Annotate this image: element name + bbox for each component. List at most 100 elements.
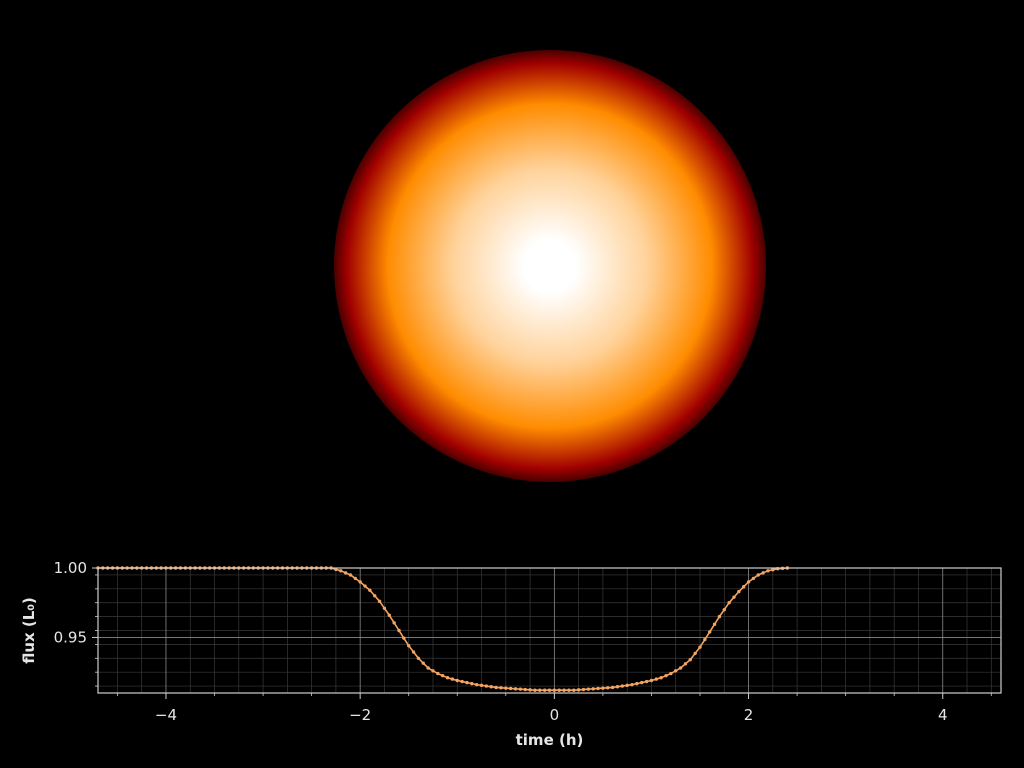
flux-point — [761, 571, 765, 575]
flux-point — [489, 685, 493, 689]
star-disk — [334, 50, 766, 482]
flux-point — [712, 622, 717, 626]
flux-point — [508, 686, 513, 691]
x-axis-label: time (h) — [516, 731, 584, 749]
flux-point — [688, 657, 692, 662]
flux-point — [732, 595, 736, 599]
flux-point — [741, 585, 746, 589]
flux-point — [708, 630, 712, 634]
flux-point — [581, 687, 586, 692]
flux-point — [557, 688, 561, 692]
flux-point — [397, 628, 401, 633]
flux-point — [693, 651, 697, 656]
flux-point — [538, 688, 542, 692]
flux-point — [479, 683, 484, 688]
flux-point — [746, 580, 751, 584]
flux-point — [572, 688, 576, 692]
flux-point — [382, 606, 387, 610]
flux-point — [528, 688, 532, 692]
flux-point — [504, 686, 508, 690]
flux-point — [377, 599, 382, 604]
flux-point — [751, 576, 756, 581]
flux-point — [373, 594, 377, 598]
flux-point — [348, 573, 353, 577]
flux-point — [421, 661, 425, 665]
flux-point — [683, 662, 688, 666]
flux-point — [426, 666, 430, 670]
flux-point — [416, 656, 421, 660]
flux-point — [756, 573, 760, 577]
flux-point — [358, 580, 362, 584]
flux-point — [625, 683, 629, 688]
flux-point — [586, 687, 591, 691]
flux-point — [669, 671, 673, 676]
flux-point — [615, 685, 620, 689]
flux-point — [620, 684, 625, 688]
flux-point — [484, 684, 489, 688]
y-axis-label: flux (L₀) — [20, 597, 38, 664]
flux-point — [635, 681, 639, 686]
flux-point — [644, 679, 649, 684]
flux-point — [436, 671, 440, 676]
flux-point — [387, 613, 391, 617]
flux-point — [363, 584, 367, 588]
tick-layer: −4 −2 0 2 4 0.95 1.00 — [54, 559, 992, 724]
flux-point — [601, 686, 605, 690]
flux-point — [727, 601, 731, 605]
flux-point — [766, 569, 770, 573]
flux-point — [523, 687, 527, 692]
flux-point — [474, 682, 479, 687]
flux-point — [407, 644, 411, 648]
flux-point — [343, 571, 348, 575]
flux-point — [576, 688, 581, 692]
series-layer — [96, 566, 790, 692]
flux-point — [440, 673, 445, 678]
flux-point — [499, 686, 503, 690]
flux-point — [596, 686, 600, 691]
flux-point — [518, 687, 523, 691]
flux-point — [654, 677, 659, 681]
flux-point — [737, 589, 741, 594]
x-tick-label: −4 — [155, 706, 177, 724]
flux-point — [630, 682, 634, 687]
minor-grid — [98, 568, 1001, 693]
star-panel — [334, 50, 766, 482]
flux-point — [411, 650, 416, 654]
flux-point — [567, 688, 571, 692]
y-tick-label: 0.95 — [54, 628, 87, 646]
flux-point — [339, 569, 343, 573]
flux-point — [664, 673, 668, 678]
flux-point — [659, 676, 663, 680]
flux-point — [542, 688, 547, 692]
flux-point — [606, 686, 610, 690]
flux-point — [640, 680, 644, 685]
flux-point — [717, 614, 722, 619]
flux-point — [494, 685, 498, 690]
flux-point — [698, 645, 702, 649]
x-tick-label: 4 — [938, 706, 948, 724]
flux-point — [353, 576, 358, 581]
flux-point — [703, 637, 707, 642]
flux-point — [722, 607, 726, 612]
flux-point — [445, 676, 450, 680]
flux-point — [649, 678, 654, 683]
flux-point — [552, 688, 557, 692]
flux-point — [533, 688, 537, 692]
flux-point — [610, 685, 615, 690]
flux-point — [547, 688, 552, 692]
x-tick-label: 0 — [550, 706, 560, 724]
y-tick-label: 1.00 — [54, 559, 87, 577]
flux-point — [591, 687, 595, 691]
flux-point — [513, 687, 518, 691]
flux-point — [771, 568, 775, 572]
flux-point — [460, 679, 464, 684]
flux-point — [392, 621, 396, 625]
x-tick-label: 2 — [744, 706, 754, 724]
flux-point — [368, 588, 372, 592]
flux-point — [562, 688, 566, 692]
flux-point — [470, 681, 474, 686]
flux-point — [402, 636, 406, 640]
flux-point — [678, 666, 683, 670]
flux-point — [455, 678, 459, 683]
